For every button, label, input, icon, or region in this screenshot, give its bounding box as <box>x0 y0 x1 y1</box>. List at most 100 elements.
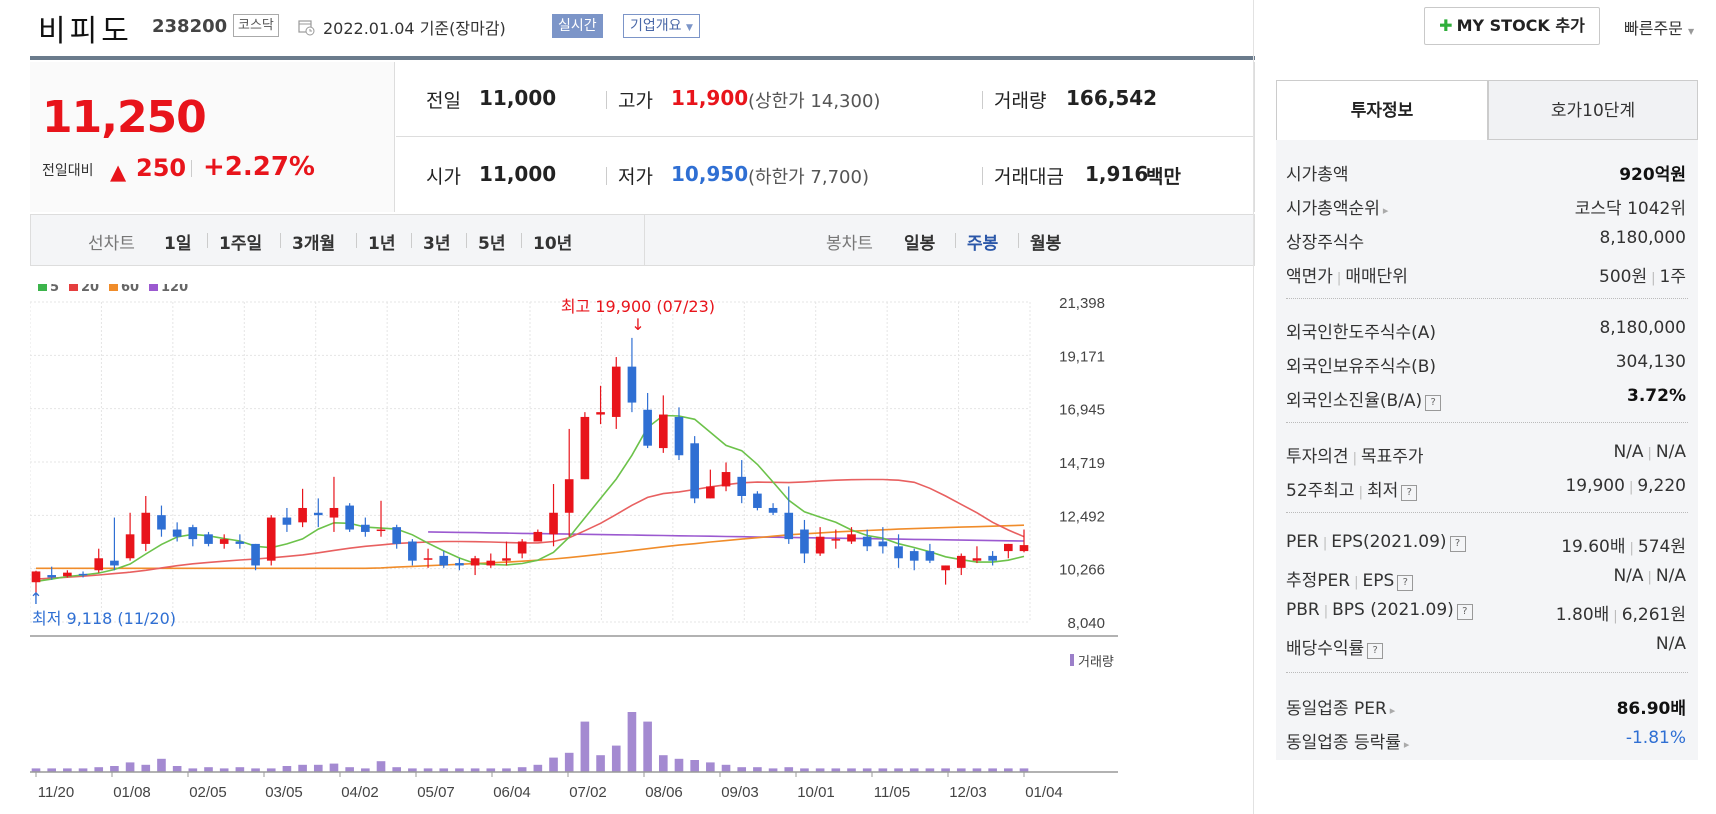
amount-unit: 백만 <box>1146 166 1181 188</box>
weekly-candle-chart[interactable]: 21,398 19,171 16,945 14,719 12,492 10,266 8,04… <box>30 284 1230 809</box>
add-mystock-button[interactable]: ✚ MY STOCK 추가 <box>1424 7 1600 45</box>
y-tick-label: 19,171 <box>1059 348 1105 365</box>
volume-bar <box>956 768 966 772</box>
foreign-limit-row: 외국인한도주식수(A) 8,180,000 <box>1286 318 1686 343</box>
candle-body <box>455 563 464 566</box>
y-tick-label: 12,492 <box>1059 508 1105 525</box>
tab-monthly[interactable]: 월봉 <box>1030 234 1062 254</box>
amount-label: 거래대금 <box>994 166 1064 188</box>
volume-bar <box>141 764 151 772</box>
foreign-holding-row: 외국인보유주식수(B) 304,130 <box>1286 352 1686 377</box>
volume-bar <box>439 768 449 772</box>
y-tick-label: 10,266 <box>1059 562 1105 579</box>
quick-order-label: 빠른주문 <box>1624 19 1683 38</box>
volume-bar <box>502 768 511 772</box>
line-chart-label: 선차트 <box>88 234 135 254</box>
market-cap-rank-row[interactable]: 시가총액순위 ▸ 코스닥 1042위 <box>1286 194 1686 219</box>
help-icon[interactable]: ? <box>1397 575 1414 591</box>
volume-bar <box>219 768 229 772</box>
prev-close-value: 11,000 <box>479 86 557 110</box>
candle-body <box>517 541 527 554</box>
volume-legend-swatch <box>1070 654 1074 666</box>
tab-3m[interactable]: 3개월 <box>292 234 336 254</box>
quick-order-menu[interactable]: 빠른주문 ▼ <box>1624 15 1694 39</box>
divider <box>1286 512 1688 513</box>
help-icon[interactable]: ? <box>1401 485 1418 501</box>
market-badge: 코스닥 <box>233 14 279 37</box>
volume-bar <box>157 758 166 772</box>
volume-bar <box>313 764 323 772</box>
high-annotation: 최고 19,900 (07/23) <box>561 297 715 316</box>
overview-label: 기업개요 <box>630 18 682 34</box>
opinion-row: 투자의견 | 목표주가 N/A | N/A <box>1286 442 1686 467</box>
up-arrow-icon: ↑ <box>30 589 43 608</box>
volume-bar <box>470 768 480 772</box>
divider <box>606 167 607 185</box>
tab-weekly[interactable]: 주봉 <box>967 234 999 254</box>
tab-daily[interactable]: 일봉 <box>904 234 936 254</box>
help-icon[interactable]: ? <box>1456 604 1473 620</box>
industry-per-row[interactable]: 동일업종 PER ▸ 86.90배 <box>1286 694 1686 719</box>
candle-body <box>580 416 590 480</box>
candle-body <box>188 527 198 540</box>
candle-body <box>972 558 982 561</box>
tab-3y[interactable]: 3년 <box>423 234 451 254</box>
candle-body <box>643 409 652 446</box>
volume-bar <box>972 768 982 772</box>
industry-change-row[interactable]: 동일업종 등락률 ▸ -1.81% <box>1286 728 1686 753</box>
divider <box>606 91 607 109</box>
ma60-line <box>36 524 1025 570</box>
tab-1y[interactable]: 1년 <box>368 234 396 254</box>
prev-close-label: 전일 <box>426 90 461 112</box>
tab-1w[interactable]: 1주일 <box>219 234 263 254</box>
candle-body <box>549 512 558 535</box>
realtime-button[interactable]: 실시간 <box>552 14 603 38</box>
ma120-line <box>428 531 1025 542</box>
dividend-label: 배당수익률 <box>1286 639 1365 659</box>
volume-bar <box>486 768 496 772</box>
industry-change-value: -1.81% <box>1625 728 1686 748</box>
market-cap-label: 시가총액 <box>1286 165 1349 185</box>
candle-body <box>376 529 386 532</box>
candle-body <box>282 517 292 525</box>
tab-order-book[interactable]: 호가10단계 <box>1488 80 1698 140</box>
candle-body <box>674 416 684 456</box>
candle-body <box>706 486 715 499</box>
volume-bar <box>596 755 605 772</box>
divider <box>280 233 281 248</box>
foreign-limit-value: 8,180,000 <box>1599 318 1686 338</box>
volume-bar <box>533 764 543 772</box>
company-overview-dropdown[interactable]: 기업개요 ▼ <box>623 14 700 38</box>
volume-bar <box>658 755 668 772</box>
volume-bar <box>784 767 794 772</box>
divider <box>356 233 357 248</box>
bps-label: BPS (2021.09) <box>1332 600 1454 620</box>
tab-invest-info[interactable]: 투자정보 <box>1276 80 1488 140</box>
industry-per-value: 86.90배 <box>1616 699 1686 719</box>
volume-bar <box>988 768 997 772</box>
tab-1d[interactable]: 1일 <box>164 234 192 254</box>
chevron-down-icon: ▼ <box>685 23 693 33</box>
divider <box>207 233 208 248</box>
candle-body <box>392 527 402 544</box>
change-amount: 250 <box>136 154 187 182</box>
volume-bar <box>408 768 417 772</box>
volume-label: 거래량 <box>994 90 1047 112</box>
opinion-label: 투자의견 <box>1286 447 1349 467</box>
chart-tab-bar <box>30 214 1255 266</box>
chevron-right-icon: ▸ <box>1382 204 1389 217</box>
open-label: 시가 <box>426 166 461 188</box>
candle-body <box>361 524 370 532</box>
low-annotation: 최저 9,118 (11/20) <box>32 609 176 628</box>
stock-name: 비피도 <box>38 14 133 49</box>
candle-body <box>533 531 543 542</box>
tab-5y[interactable]: 5년 <box>478 234 506 254</box>
y-tick-label: 21,398 <box>1059 295 1105 312</box>
tab-10y[interactable]: 10년 <box>533 234 573 254</box>
help-icon[interactable]: ? <box>1367 643 1384 659</box>
divider <box>1286 298 1688 299</box>
volume-bar <box>517 767 527 772</box>
help-icon[interactable]: ? <box>1449 536 1466 552</box>
help-icon[interactable]: ? <box>1425 395 1442 411</box>
base-date: 2022.01.04 기준(장마감) <box>323 19 506 38</box>
